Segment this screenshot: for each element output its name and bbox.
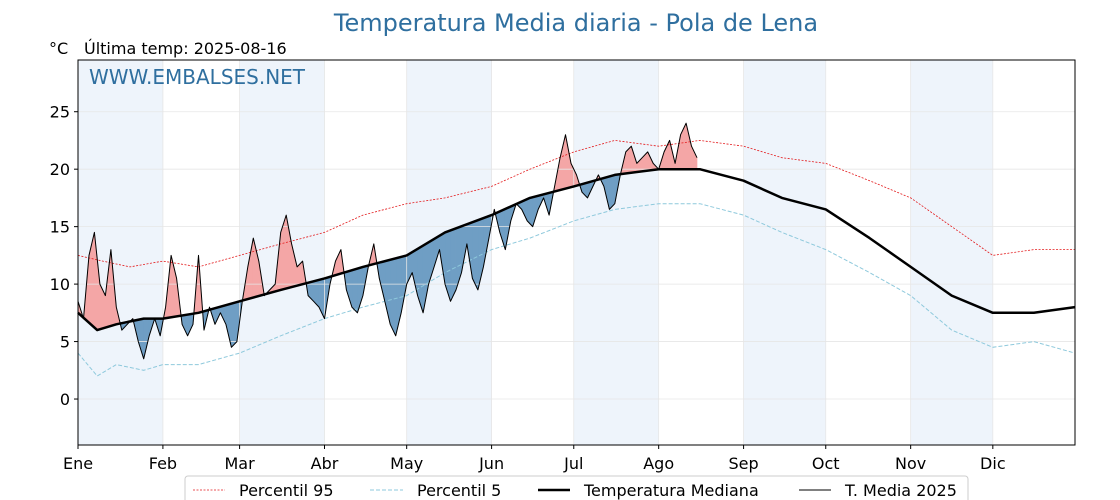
legend-label-year: T. Media 2025	[844, 481, 957, 500]
anomaly-fill-above	[691, 146, 698, 170]
series-lines	[77, 122, 1076, 377]
x-tick-label-ene: Ene	[63, 454, 93, 473]
x-tick-label-oct: Oct	[812, 454, 840, 473]
legend: Percentil 95 Percentil 5 Temperatura Med…	[184, 475, 969, 500]
x-tick-label-jul: Jul	[563, 454, 583, 473]
month-bands	[78, 60, 993, 445]
last-temp-label: Última temp: 2025-08-16	[84, 39, 287, 58]
chart-title: Temperatura Media diaria - Pola de Lena	[333, 9, 818, 37]
x-tick-label-abr: Abr	[311, 454, 339, 473]
anomaly-fill-below	[187, 313, 194, 336]
month-band-4	[743, 60, 826, 445]
legend-box	[184, 475, 969, 500]
series-line-p95	[77, 139, 1075, 268]
watermark: WWW.EMBALSES.NET	[89, 65, 306, 89]
anomaly-fill-above	[685, 123, 692, 170]
x-tick-label-jun: Jun	[478, 454, 504, 473]
anomaly-fill-below	[499, 208, 506, 250]
unit-label: °C	[49, 39, 68, 58]
month-band-5	[910, 60, 993, 445]
y-tick-label-0: 0	[60, 390, 70, 409]
grid-lines	[77, 60, 1075, 445]
legend-label-median: Temperatura Mediana	[583, 481, 759, 500]
x-tick-label-feb: Feb	[149, 454, 177, 473]
anomaly-fill-below	[351, 268, 358, 314]
y-tick-label-15: 15	[50, 218, 70, 237]
series-line-year	[77, 122, 698, 360]
anomaly-fill-above	[170, 255, 177, 318]
anomaly-fill-above	[335, 249, 342, 276]
plot-frame	[77, 59, 1076, 446]
anomaly-fill-below	[231, 301, 238, 349]
anomaly-fill-below	[389, 257, 397, 336]
x-tick-label-dic: Dic	[980, 454, 1006, 473]
x-axis: Ene Feb Mar Abr May Jun Jul Ago Sep Oct Nov Dic	[63, 445, 1006, 473]
x-tick-label-may: May	[390, 454, 423, 473]
y-tick-label-5: 5	[60, 333, 70, 352]
anomaly-fill-above	[559, 134, 566, 191]
series-line-p5	[77, 203, 1076, 377]
legend-label-p95: Percentil 95	[239, 481, 334, 500]
x-tick-label-ago: Ago	[643, 454, 674, 473]
legend-label-p5: Percentil 5	[417, 481, 501, 500]
x-tick-label-sep: Sep	[729, 454, 759, 473]
series-line-median	[77, 167, 1076, 332]
month-band-3	[573, 60, 659, 445]
x-tick-label-mar: Mar	[225, 454, 256, 473]
y-tick-label-10: 10	[50, 275, 70, 294]
anomaly-fill-below	[450, 227, 457, 302]
y-tick-label-25: 25	[50, 103, 70, 122]
anomaly-fill-below	[225, 303, 232, 348]
anomaly-fills	[77, 123, 698, 359]
y-tick-label-20: 20	[50, 160, 70, 179]
y-axis: 0 5 10 15 20 25	[50, 103, 78, 409]
anomaly-fill-below	[346, 269, 353, 308]
x-tick-label-nov: Nov	[895, 454, 926, 473]
